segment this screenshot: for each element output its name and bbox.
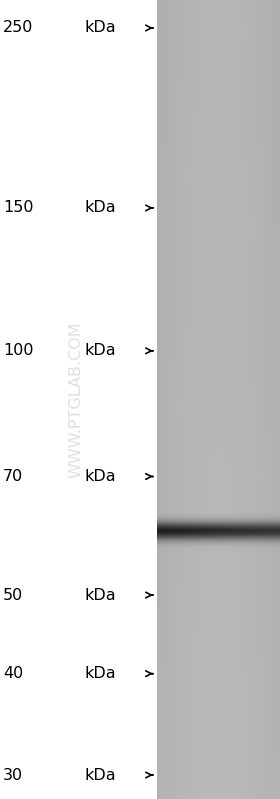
Text: kDa: kDa bbox=[84, 21, 116, 35]
Text: 30: 30 bbox=[3, 768, 23, 782]
Text: 50: 50 bbox=[3, 587, 23, 602]
Text: 150: 150 bbox=[3, 201, 33, 216]
Text: 70: 70 bbox=[3, 469, 23, 484]
Text: kDa: kDa bbox=[84, 587, 116, 602]
Text: 250: 250 bbox=[3, 21, 33, 35]
Text: kDa: kDa bbox=[84, 768, 116, 782]
Text: kDa: kDa bbox=[84, 201, 116, 216]
Text: kDa: kDa bbox=[84, 469, 116, 484]
Text: kDa: kDa bbox=[84, 344, 116, 358]
Text: WWW.PTGLAB.COM: WWW.PTGLAB.COM bbox=[68, 321, 83, 478]
Text: kDa: kDa bbox=[84, 666, 116, 682]
Text: 100: 100 bbox=[3, 344, 33, 358]
Text: 40: 40 bbox=[3, 666, 23, 682]
